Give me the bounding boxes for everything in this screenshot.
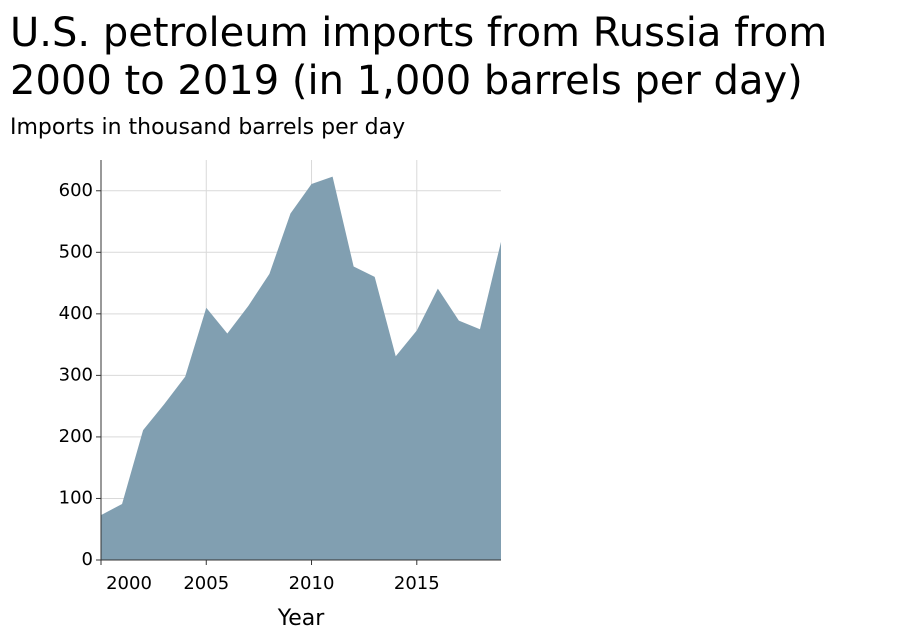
x-tick-label: 2005 — [183, 573, 229, 594]
y-tick-label: 500 — [59, 241, 93, 262]
x-axis-label: Year — [277, 606, 326, 631]
x-tick-label: 2015 — [394, 573, 440, 594]
area — [101, 176, 501, 560]
y-tick-label: 600 — [59, 180, 93, 201]
y-tick-label: 0 — [82, 549, 93, 570]
y-tick-label: 100 — [59, 487, 93, 508]
x-tick-label: 2010 — [289, 573, 335, 594]
y-tick-label: 300 — [59, 364, 93, 385]
chart-title: U.S. petroleum imports from Russia from — [10, 10, 827, 56]
chart-title: 2000 to 2019 (in 1,000 barrels per day) — [10, 58, 803, 104]
y-axis-label: Imports in thousand barrels per day — [10, 115, 405, 140]
x-tick-label: 2000 — [106, 573, 152, 594]
y-tick-label: 400 — [59, 303, 93, 324]
y-tick-label: 200 — [59, 426, 93, 447]
